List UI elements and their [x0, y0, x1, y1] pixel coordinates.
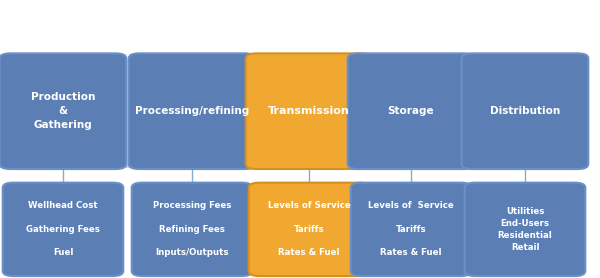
Text: Processing Fees

Refining Fees

Inputs/Outputs: Processing Fees Refining Fees Inputs/Out… — [153, 201, 231, 257]
FancyBboxPatch shape — [246, 53, 372, 169]
FancyBboxPatch shape — [350, 183, 472, 276]
FancyBboxPatch shape — [465, 183, 586, 276]
FancyBboxPatch shape — [2, 183, 124, 276]
FancyBboxPatch shape — [249, 183, 369, 276]
Text: Storage: Storage — [388, 106, 434, 116]
FancyBboxPatch shape — [348, 53, 475, 169]
Text: Levels of  Service

Tariffs

Rates & Fuel: Levels of Service Tariffs Rates & Fuel — [368, 201, 454, 257]
FancyBboxPatch shape — [132, 183, 252, 276]
Text: Production
&
Gathering: Production & Gathering — [31, 92, 95, 130]
Text: Levels of Service

Tariffs

Rates & Fuel: Levels of Service Tariffs Rates & Fuel — [268, 201, 350, 257]
Text: Transmission: Transmission — [268, 106, 350, 116]
FancyBboxPatch shape — [462, 53, 588, 169]
Text: Wellhead Cost

Gathering Fees

Fuel: Wellhead Cost Gathering Fees Fuel — [26, 201, 100, 257]
Text: Utilities
End-Users
Residential
Retail: Utilities End-Users Residential Retail — [497, 207, 553, 252]
Polygon shape — [18, 61, 585, 167]
Text: Distribution: Distribution — [490, 106, 560, 116]
FancyBboxPatch shape — [129, 53, 256, 169]
FancyBboxPatch shape — [0, 53, 127, 169]
Text: Processing/refining: Processing/refining — [135, 106, 249, 116]
